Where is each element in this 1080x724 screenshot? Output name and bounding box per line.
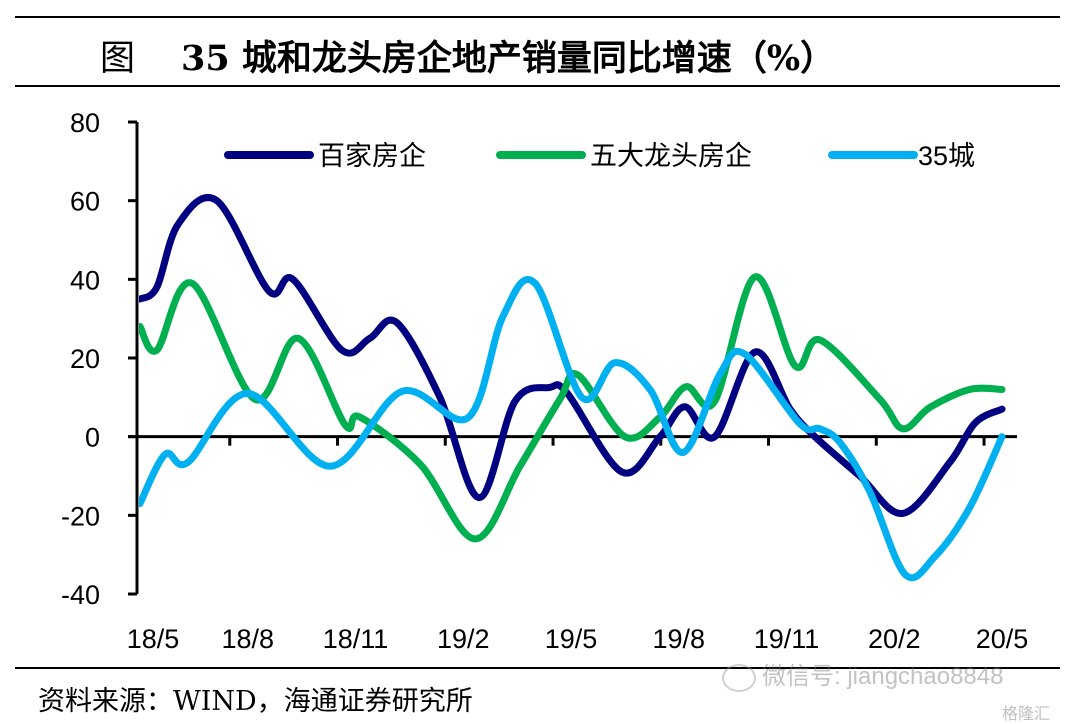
logo: 格隆汇 (1002, 700, 1050, 724)
series-line-top5 (139, 273, 1006, 543)
x-tick-label: 19/11 (754, 624, 820, 654)
series-group (139, 276, 1006, 582)
legend-label: 五大龙头房企 (590, 141, 752, 172)
chart-title: 35 城和龙头房企地产销量同比增速（%） (181, 38, 836, 79)
logo-text: 格隆汇 (1002, 706, 1051, 723)
y-tick-label: 80 (70, 108, 100, 138)
y-tick-label: 0 (85, 423, 100, 453)
x-tick-label: 18/11 (323, 624, 389, 654)
x-tick-label: 20/2 (868, 624, 921, 654)
y-axis: 80 60 40 20 0 -20 -40 (61, 108, 139, 610)
y-tick-label: 20 (70, 344, 100, 374)
wechat-watermark: 微信号: jiangchao8848 (722, 656, 1003, 692)
y-tick-label: 60 (70, 187, 100, 217)
x-tick-label: 18/8 (221, 624, 274, 654)
bottom-rule (15, 667, 1060, 669)
series-layer (139, 194, 1006, 582)
legend-label: 百家房企 (318, 141, 426, 172)
series-group (139, 194, 1006, 517)
series-line-35-cities (139, 276, 1006, 582)
legend-label: 35城 (918, 141, 975, 171)
source-note: 资料来源：WIND，海通证券研究所 (38, 686, 473, 717)
y-tick-label: -40 (61, 580, 100, 610)
x-tick-label: 19/2 (437, 624, 490, 654)
y-tick-label: 40 (70, 265, 100, 295)
wechat-icon (722, 663, 756, 692)
x-tick-label: 19/8 (652, 624, 705, 654)
x-tick-label: 20/5 (976, 624, 1029, 654)
figure-label: 图 (100, 39, 136, 79)
top-rule (15, 16, 1060, 18)
y-tick-label: -20 (61, 501, 100, 531)
x-axis: 18/5 18/8 18/11 19/2 19/5 19/8 19/11 20/2 20/5 (127, 435, 1029, 654)
legend: 百家房企 五大龙头房企 35城 (224, 141, 975, 172)
chart-title-block: 图 35 城和龙头房企地产销量同比增速（%） (100, 30, 835, 80)
series-line-baijia (139, 194, 1006, 517)
x-tick-label: 18/5 (127, 624, 180, 654)
watermark-text: 微信号: jiangchao8848 (762, 663, 1004, 690)
x-tick-label: 19/5 (545, 624, 598, 654)
series-group (139, 273, 1006, 543)
title-rule (15, 85, 1060, 87)
